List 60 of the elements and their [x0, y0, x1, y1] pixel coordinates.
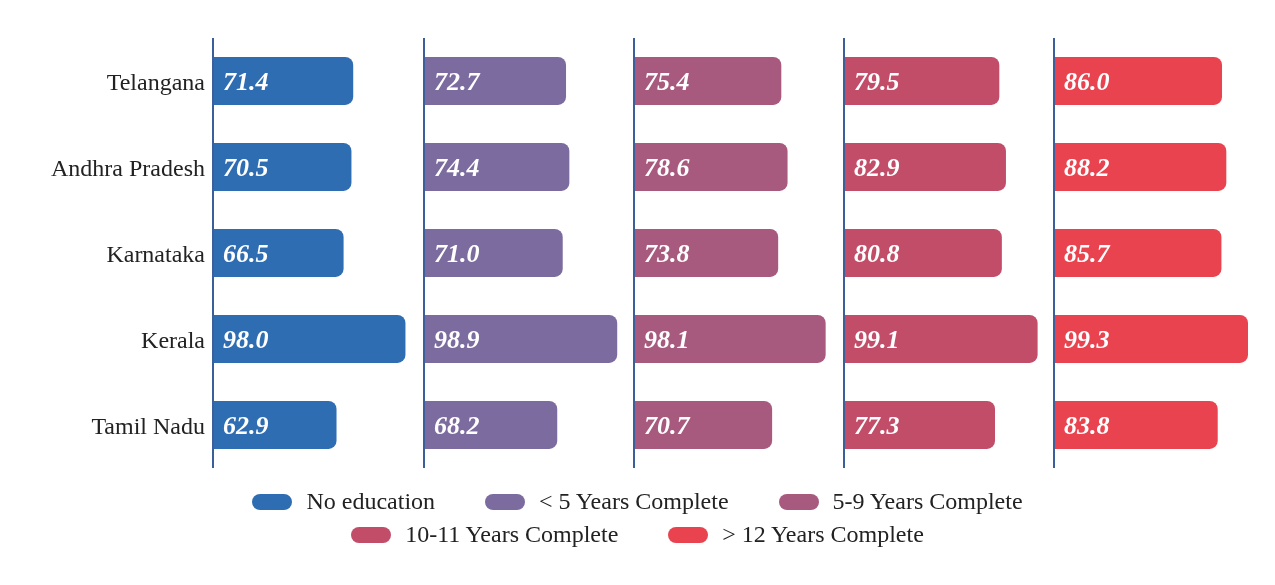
data-label: 86.0	[1064, 67, 1110, 97]
data-label: 98.9	[434, 325, 480, 355]
y-tick-label: Karnataka	[106, 240, 206, 267]
data-label: 66.5	[223, 239, 269, 269]
data-label: 70.5	[223, 153, 269, 183]
bar	[1054, 56, 1223, 105]
bar	[844, 56, 1000, 105]
data-label: 74.4	[434, 153, 480, 183]
legend-label: 5-9 Years Complete	[832, 488, 1023, 515]
data-label: 99.3	[1064, 325, 1110, 355]
data-label: 71.0	[434, 239, 480, 269]
data-label: 70.7	[644, 411, 691, 441]
legend-label: No education	[306, 488, 436, 515]
bar	[424, 142, 570, 191]
y-tick-label: Telangana	[106, 68, 206, 95]
bar	[1054, 142, 1227, 191]
data-label: 99.1	[854, 325, 900, 355]
bar	[634, 400, 773, 449]
data-label: 77.3	[854, 411, 900, 441]
bar	[424, 228, 563, 277]
data-label: 98.0	[223, 325, 269, 355]
bar	[844, 400, 996, 449]
bar	[1054, 314, 1248, 363]
data-label: 68.2	[434, 411, 480, 441]
bar	[213, 56, 354, 105]
legend-label: > 12 Years Complete	[722, 521, 924, 548]
bar	[844, 228, 1002, 277]
bar	[424, 56, 567, 105]
data-label: 79.5	[854, 67, 900, 97]
data-label: 72.7	[434, 67, 481, 97]
bar	[213, 228, 344, 277]
bar	[1054, 228, 1222, 277]
data-label: 88.2	[1064, 153, 1110, 183]
legend-label: < 5 Years Complete	[539, 488, 729, 515]
data-label: 83.8	[1064, 411, 1110, 441]
data-label: 75.4	[644, 67, 690, 97]
bar	[634, 228, 779, 277]
bar	[213, 314, 406, 363]
data-label: 82.9	[854, 153, 900, 183]
y-tick-label: Kerala	[141, 326, 206, 353]
data-label: 98.1	[644, 325, 690, 355]
data-label: 85.7	[1064, 239, 1111, 269]
data-label: 71.4	[223, 67, 269, 97]
bar	[844, 314, 1038, 363]
bar	[844, 142, 1006, 191]
bar	[424, 314, 618, 363]
bar	[213, 400, 337, 449]
data-label: 73.8	[644, 239, 690, 269]
data-label: 78.6	[644, 153, 690, 183]
bar	[1054, 400, 1218, 449]
bar	[634, 314, 826, 363]
data-label: 62.9	[223, 411, 269, 441]
legend-label: 10-11 Years Complete	[405, 521, 619, 548]
bar	[424, 400, 558, 449]
bar	[213, 142, 352, 191]
y-tick-label: Tamil Nadu	[91, 412, 205, 439]
bar	[634, 56, 782, 105]
bar	[634, 142, 788, 191]
y-tick-label: Andhra Pradesh	[51, 154, 205, 181]
data-label: 80.8	[854, 239, 900, 269]
